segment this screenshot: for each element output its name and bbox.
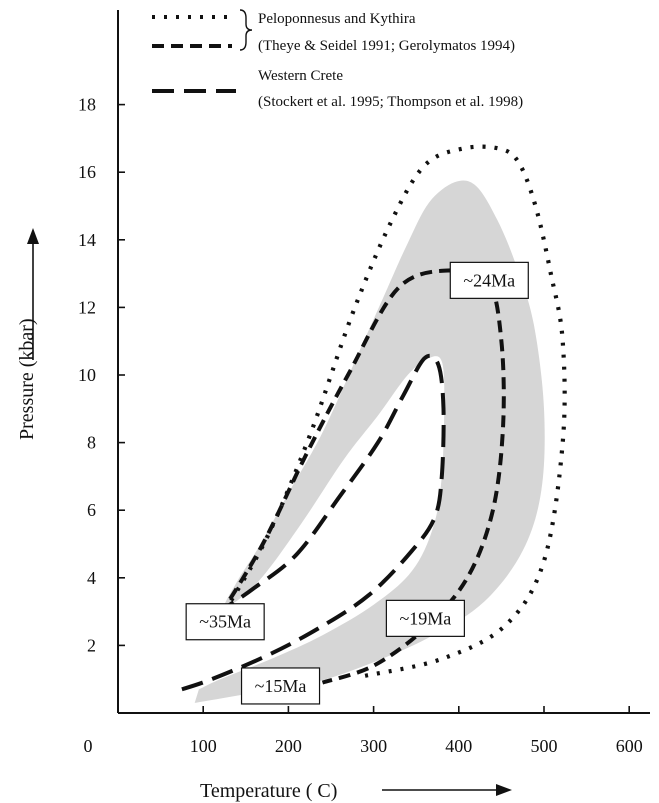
- x-axis-label: Temperature ( C): [200, 780, 337, 802]
- x-tick-label: 600: [616, 736, 643, 756]
- y-tick-label: 6: [87, 500, 96, 520]
- y-tick-label: 2: [87, 635, 96, 655]
- x-tick-label: 0: [84, 736, 93, 756]
- ticks-layer: 0 100 200 300 400 500 600 2 4 6 8 10 12 14 16 18: [78, 95, 643, 756]
- x-tick-label: 500: [531, 736, 558, 756]
- legend-entry-2: (Theye & Seidel 1991; Gerolymatos 1994): [258, 38, 515, 54]
- y-tick-label: 16: [78, 162, 96, 182]
- age-label: ~24Ma: [463, 270, 515, 290]
- y-tick-label: 12: [78, 297, 96, 317]
- shaded-region-layer: [194, 180, 545, 703]
- legend-entry-4: (Stockert et al. 1995; Thompson et al. 1…: [258, 94, 523, 110]
- age-label: ~35Ma: [199, 612, 251, 632]
- age-labels-layer: ~24Ma ~35Ma ~19Ma ~15Ma: [185, 261, 529, 705]
- age-label-box: [185, 603, 265, 641]
- y-tick-label: 14: [78, 230, 96, 250]
- y-tick-label: 8: [87, 433, 96, 453]
- x-tick-label: 200: [275, 736, 302, 756]
- age-label: ~19Ma: [400, 608, 452, 628]
- axes-layer: [117, 10, 650, 714]
- y-axis-arrowhead: [27, 228, 39, 244]
- y-tick-label: 10: [78, 365, 96, 385]
- y-axis-label: Pressure (kbar): [16, 318, 38, 440]
- series-line-long-dashed: [181, 353, 446, 692]
- legend-entry-1: Peloponnesus and Kythira: [258, 11, 416, 27]
- legend-brace: [239, 9, 253, 51]
- age-label-box: [240, 667, 321, 705]
- x-tick-label: 300: [360, 736, 387, 756]
- x-axis-arrowhead: [496, 784, 512, 796]
- age-label-box: [449, 261, 529, 299]
- age-label: ~15Ma: [255, 676, 307, 696]
- legend-entry-3: Western Crete: [258, 68, 343, 84]
- age-label-box: [385, 599, 465, 637]
- x-tick-label: 100: [190, 736, 217, 756]
- y-tick-label: 4: [87, 568, 96, 588]
- x-tick-label: 400: [445, 736, 472, 756]
- shaded-pt-field: [194, 180, 545, 703]
- legend: Peloponnesus and Kythira (Theye & Seidel…: [152, 9, 523, 110]
- y-tick-label: 18: [78, 95, 96, 115]
